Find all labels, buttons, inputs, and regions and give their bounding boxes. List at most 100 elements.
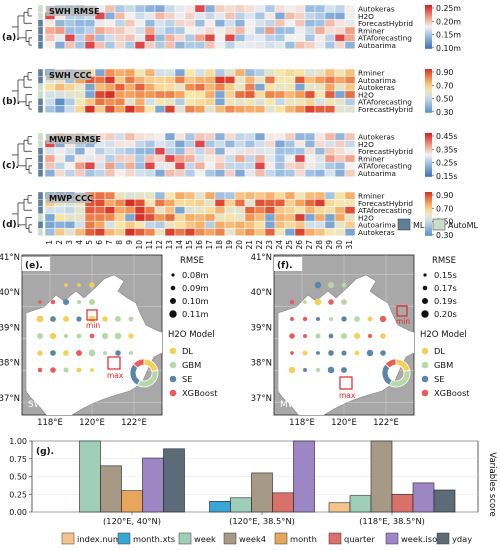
heatmap-cell <box>44 26 56 35</box>
station-point <box>115 316 121 322</box>
heatmap-cell <box>134 206 146 215</box>
heatmap-cell <box>114 228 126 237</box>
heatmap-cell <box>74 220 86 229</box>
heatmap-cell <box>264 213 276 222</box>
heatmap-cell <box>134 97 146 106</box>
bar-week.iso <box>142 457 164 513</box>
panel-tag: (a). <box>2 33 20 43</box>
station-point <box>328 333 334 339</box>
heatmap-cell <box>204 12 216 20</box>
heatmap-cell <box>144 206 156 215</box>
heatmap-cell <box>294 26 306 35</box>
heatmap-cell <box>344 83 356 92</box>
size-legend-dot <box>170 298 176 304</box>
heatmap-cell <box>214 41 226 50</box>
heatmap-cell <box>284 220 296 229</box>
heatmap-cell <box>134 147 146 156</box>
heatmap-cell <box>134 83 146 92</box>
heatmap-cell <box>164 41 176 50</box>
legend-label: quarter <box>344 534 375 544</box>
heatmap-cell <box>334 220 346 229</box>
heatmap-cell <box>144 41 156 50</box>
heatmap-cell <box>154 105 166 114</box>
heatmap-cell <box>194 161 206 170</box>
heatmap-cell <box>184 169 196 178</box>
station-point <box>37 367 43 373</box>
heatmap-cell <box>224 140 236 148</box>
heatmap-cell <box>214 4 226 13</box>
station-point <box>302 367 308 373</box>
model-legend-label: GBM <box>434 360 453 370</box>
station-point <box>302 350 308 356</box>
heatmap-cell <box>214 206 226 215</box>
station-point <box>380 350 386 356</box>
heatmap-cell <box>114 206 126 215</box>
day-tick-label: 3 <box>65 240 74 245</box>
colorbar-label: 0.90 <box>436 68 453 77</box>
heatmap-cell <box>174 26 186 35</box>
heatmap-cell <box>254 19 266 28</box>
heatmap-cell <box>274 206 286 215</box>
day-tick-label: 24 <box>275 240 284 250</box>
heatmap-cell <box>314 228 326 237</box>
heatmap-cell <box>164 228 176 237</box>
heatmap-cell <box>154 97 166 106</box>
heatmap-cell <box>274 199 286 207</box>
colorbar <box>425 5 432 49</box>
heatmap-cell <box>284 147 296 156</box>
heatmap-cell <box>204 76 216 84</box>
bar-yday <box>433 489 456 513</box>
heatmap-cell <box>54 169 66 178</box>
heatmap-cell <box>184 220 196 229</box>
heatmap-cell <box>324 161 336 170</box>
heatmap-cell <box>104 199 116 207</box>
bar-week.iso <box>412 482 435 513</box>
heatmap-cell <box>324 140 336 148</box>
heatmap-cell <box>254 169 266 178</box>
heatmap-cell <box>44 41 56 50</box>
model-label: ForecastHybrid <box>358 147 413 156</box>
heatmap-cell <box>264 169 276 178</box>
heatmap-cell <box>194 41 206 50</box>
model-legend-title: H2O Model <box>168 330 215 340</box>
station-point <box>36 315 44 323</box>
map-variable-label: MWP <box>280 400 303 410</box>
heatmap-cell <box>294 191 306 200</box>
heatmap-cell <box>274 169 286 178</box>
heatmap-cell <box>244 68 256 77</box>
heatmap-cell <box>214 228 226 237</box>
station-point <box>63 350 69 356</box>
heatmap-cell <box>334 68 346 77</box>
heatmap-cell <box>334 26 346 35</box>
heatmap-cell <box>194 140 206 148</box>
heatmap-cell <box>144 147 156 156</box>
heatmap-cell <box>324 213 336 222</box>
heatmap-cell <box>134 68 146 77</box>
heatmap-cell <box>104 19 116 28</box>
station-point <box>76 333 82 339</box>
heatmap-cell <box>344 76 356 84</box>
heatmap-cell <box>104 26 116 35</box>
heatmap-cell <box>124 41 136 50</box>
heatmap-cell <box>324 19 336 28</box>
heatmap-cell <box>304 154 316 163</box>
dendrogram <box>12 8 32 46</box>
heatmap-cell <box>294 12 306 20</box>
group-strip-cell <box>37 199 44 207</box>
station-point <box>380 333 386 339</box>
colorbar-label: 0.30 <box>436 108 453 117</box>
heatmap-cell <box>264 206 276 215</box>
day-tick-label: 19 <box>225 240 234 250</box>
station-point <box>50 299 56 305</box>
heatmap-cell <box>304 26 316 35</box>
size-legend-label: 0.10m <box>182 296 209 306</box>
heatmap-cell <box>304 76 316 84</box>
heatmap-cell <box>344 191 356 200</box>
heatmap-cell <box>134 154 146 163</box>
heatmap-cell <box>254 83 266 92</box>
heatmap-cell <box>204 161 216 170</box>
size-legend-dot <box>422 298 428 304</box>
heatmap-cell <box>264 191 276 200</box>
station-point <box>88 349 96 357</box>
panel-title: SWH RMSE <box>49 6 100 16</box>
